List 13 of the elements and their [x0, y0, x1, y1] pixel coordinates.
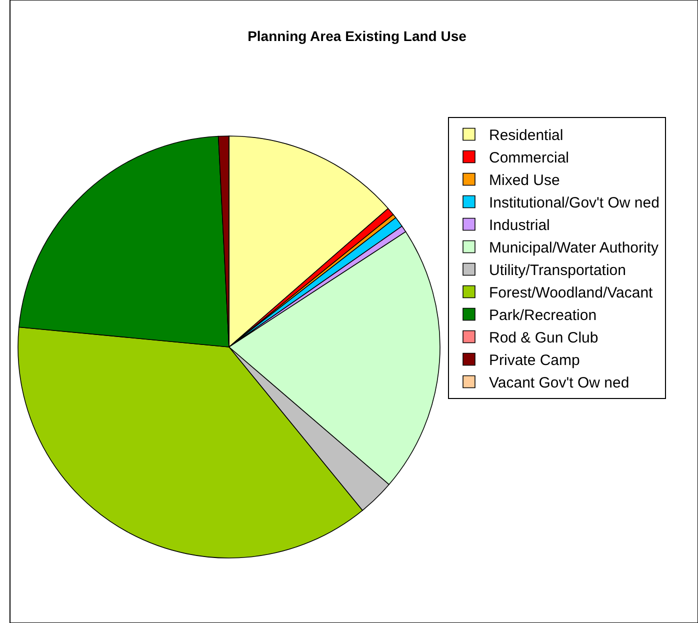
legend-label: Private Camp	[489, 352, 580, 370]
legend-label: Forest/Woodland/Vacant	[489, 284, 654, 302]
legend-label: Rod & Gun Club	[489, 330, 598, 347]
legend-label: Park/Recreation	[489, 307, 597, 324]
legend-label: Mixed Use	[489, 172, 560, 190]
legend-label: Institutional/Gov't Ow ned	[489, 194, 660, 212]
legend-label: Utility/Transportation	[489, 262, 626, 280]
legend-label: Commercial	[489, 150, 570, 167]
chart-title: Planning Area Existing Land Use	[248, 28, 467, 44]
legend-label: Municipal/Water Authority	[489, 240, 660, 257]
legend-label: Industrial	[489, 217, 550, 234]
legend-label: Vacant Gov't Ow ned	[489, 374, 630, 392]
legend-label: Residential	[489, 127, 564, 144]
